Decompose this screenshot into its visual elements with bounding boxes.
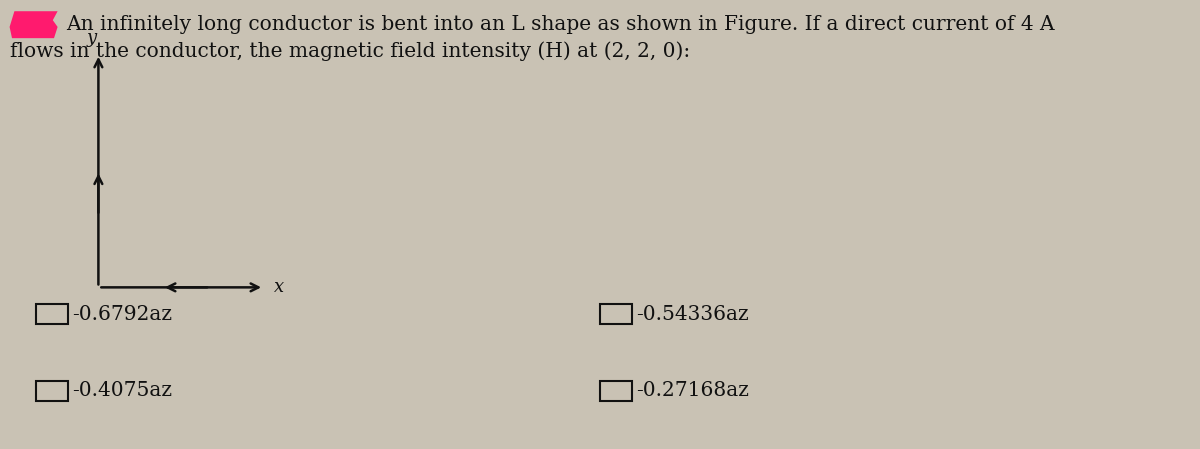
Text: -0.27168az: -0.27168az	[636, 381, 749, 400]
Bar	[600, 380, 632, 401]
Text: -0.4075az: -0.4075az	[72, 381, 172, 400]
Text: y: y	[86, 29, 96, 47]
Text: -0.6792az: -0.6792az	[72, 305, 172, 324]
Text: -0.54336az: -0.54336az	[636, 305, 749, 324]
Bar	[36, 304, 68, 324]
Bar	[600, 304, 632, 324]
Text: flows in the conductor, the magnetic field intensity (H) at (2, 2, 0):: flows in the conductor, the magnetic fie…	[10, 42, 690, 62]
Text: An infinitely long conductor is bent into an L shape as shown in Figure. If a di: An infinitely long conductor is bent int…	[66, 15, 1055, 34]
Polygon shape	[10, 11, 58, 38]
Bar	[36, 380, 68, 401]
Text: x: x	[274, 278, 283, 296]
